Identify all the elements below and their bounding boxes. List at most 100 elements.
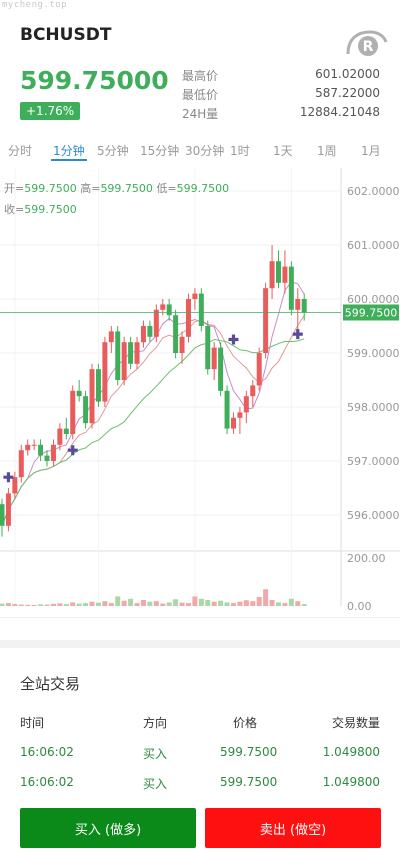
candle-body [269, 261, 275, 289]
volume-bar [243, 600, 249, 606]
tab-1hour[interactable]: 1时 [230, 144, 250, 158]
volume-bar [57, 603, 63, 606]
candle-body [256, 353, 262, 386]
candle-body [288, 266, 294, 310]
volume-bar [295, 601, 301, 606]
candle-body [25, 444, 31, 451]
tab-1month[interactable]: 1月 [361, 144, 381, 158]
buy-long-button[interactable]: 买入 (做多) [20, 808, 196, 848]
close-label: 收= [4, 203, 25, 216]
volume-bar [44, 604, 50, 606]
volume-tick-label: 200.00 [347, 552, 386, 565]
tab-1min[interactable]: 1分钟 [51, 144, 87, 161]
volume-bar [95, 602, 101, 606]
candle-body [12, 477, 18, 494]
candle-body [263, 288, 269, 353]
volume-bar [115, 596, 121, 606]
candle-body [185, 299, 191, 337]
trade-time: 16:06:02 [20, 745, 74, 759]
volume-bar [63, 604, 69, 606]
tab-5min[interactable]: 5分钟 [97, 144, 129, 158]
tab-15min[interactable]: 15分钟 [140, 144, 180, 158]
candle-body [134, 342, 140, 364]
candle-body [295, 299, 301, 310]
candle-body [230, 417, 236, 429]
volume-bar [76, 603, 82, 606]
watermark: mycheng.top [2, 0, 68, 10]
volume-bar [230, 603, 236, 606]
volume-bar [38, 604, 44, 606]
low-label: 低= [156, 182, 177, 195]
candle-body [70, 390, 76, 434]
candle-body [166, 304, 172, 316]
tab-30min[interactable]: 30分钟 [185, 144, 225, 158]
volume-bar [89, 601, 95, 606]
header-price: 价格 [233, 716, 258, 730]
trade-direction: 买入 [143, 747, 168, 761]
candle-body [18, 450, 24, 478]
change-badge: +1.76% [20, 102, 81, 120]
candle-body [95, 369, 101, 402]
trade-marker-icon [228, 334, 239, 345]
candle-body [63, 428, 69, 434]
volume-bar [250, 601, 256, 606]
svg-text:R: R [363, 39, 374, 55]
price-tick-label: 599.0000 [347, 347, 400, 360]
current-price-tag [343, 304, 399, 321]
trade-amount: 1.049800 [322, 775, 380, 789]
stat-low-value: 587.22000 [315, 86, 380, 100]
candlestick-chart[interactable]: 602.0000 601.0000 600.0000 599.0000 598.0000… [0, 168, 400, 618]
candle-body [115, 331, 121, 380]
trade-price: 599.7500 [220, 775, 278, 789]
volume-bar [83, 603, 89, 606]
candle-body [76, 390, 82, 397]
volume-bar [224, 602, 230, 606]
time-tick-label: 15:30 [83, 616, 115, 618]
volume-bar [185, 603, 191, 606]
candle-body [38, 444, 44, 456]
candle-body [301, 299, 307, 313]
volume-bar [102, 601, 108, 606]
candle-body [205, 326, 211, 370]
trade-time: 16:06:02 [20, 775, 74, 789]
tab-1week[interactable]: 1周 [317, 144, 337, 158]
trade-direction: 买入 [143, 777, 168, 791]
candle-body [250, 385, 256, 397]
stat-volume-value: 12884.21048 [299, 105, 380, 119]
volume-bar [179, 602, 185, 606]
volume-bar [198, 598, 204, 606]
candle-body [275, 261, 281, 283]
volume-bar [269, 600, 275, 606]
volume-bar [166, 602, 172, 606]
candle-body [198, 293, 204, 326]
volume-bar [108, 603, 114, 606]
volume-bar [205, 600, 211, 606]
volume-bar [173, 599, 179, 606]
candle-body [160, 304, 166, 310]
candle-body [0, 504, 5, 526]
interval-tabs: 分时 1分钟 5分钟 15分钟 30分钟 1时 1天 1周 1月 [0, 142, 400, 162]
tab-timeshare[interactable]: 分时 [8, 144, 33, 158]
tab-1day[interactable]: 1天 [273, 144, 293, 158]
candle-body [153, 309, 159, 337]
price-tick-label: 600.0000 [347, 293, 400, 306]
brand-logo-icon: R [346, 30, 388, 56]
time-tick-label: 15:45 [179, 616, 211, 618]
sell-short-button[interactable]: 卖出 (做空) [205, 808, 381, 848]
volume-bar [25, 604, 31, 606]
volume-bar [147, 601, 153, 606]
trade-price: 599.7500 [220, 745, 278, 759]
ma20-line [1, 338, 305, 526]
ma5-line [1, 281, 305, 526]
volume-bar [134, 603, 140, 606]
trade-marker-icon [3, 472, 14, 483]
candle-body [57, 428, 63, 445]
volume-bar [237, 601, 243, 606]
volume-bar [288, 598, 294, 606]
volume-bar [70, 602, 76, 606]
trade-amount: 1.049800 [322, 745, 380, 759]
open-value: 599.7500 [24, 182, 77, 195]
volume-bar [128, 598, 134, 606]
time-tick-label: 15:15 [0, 616, 31, 618]
volume-bar [282, 603, 288, 606]
